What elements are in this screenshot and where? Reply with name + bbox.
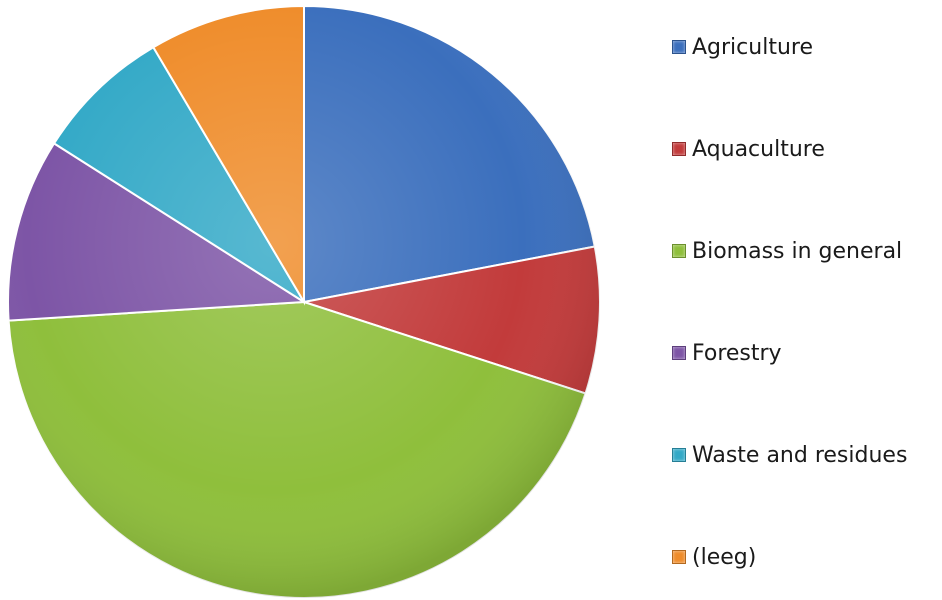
legend-swatch	[672, 142, 686, 156]
legend-swatch	[672, 346, 686, 360]
legend-label: Biomass in general	[692, 238, 903, 264]
legend-item: (leeg)	[672, 542, 756, 572]
legend-swatch	[672, 244, 686, 258]
legend-label: Agriculture	[692, 34, 813, 60]
legend-item: Forestry	[672, 338, 782, 368]
legend-label: Aquaculture	[692, 136, 825, 162]
legend-label: Forestry	[692, 340, 782, 366]
legend-item: Aquaculture	[672, 134, 825, 164]
legend-item: Biomass in general	[672, 236, 902, 266]
legend-swatch	[672, 550, 686, 564]
legend-label: (leeg)	[692, 544, 757, 570]
legend-swatch	[672, 40, 686, 54]
legend-item: Agriculture	[672, 32, 813, 62]
legend-item: Waste and residues	[672, 440, 907, 470]
legend-label: Waste and residues	[692, 442, 908, 468]
pie-slices	[7, 4, 601, 599]
legend-swatch	[672, 448, 686, 462]
